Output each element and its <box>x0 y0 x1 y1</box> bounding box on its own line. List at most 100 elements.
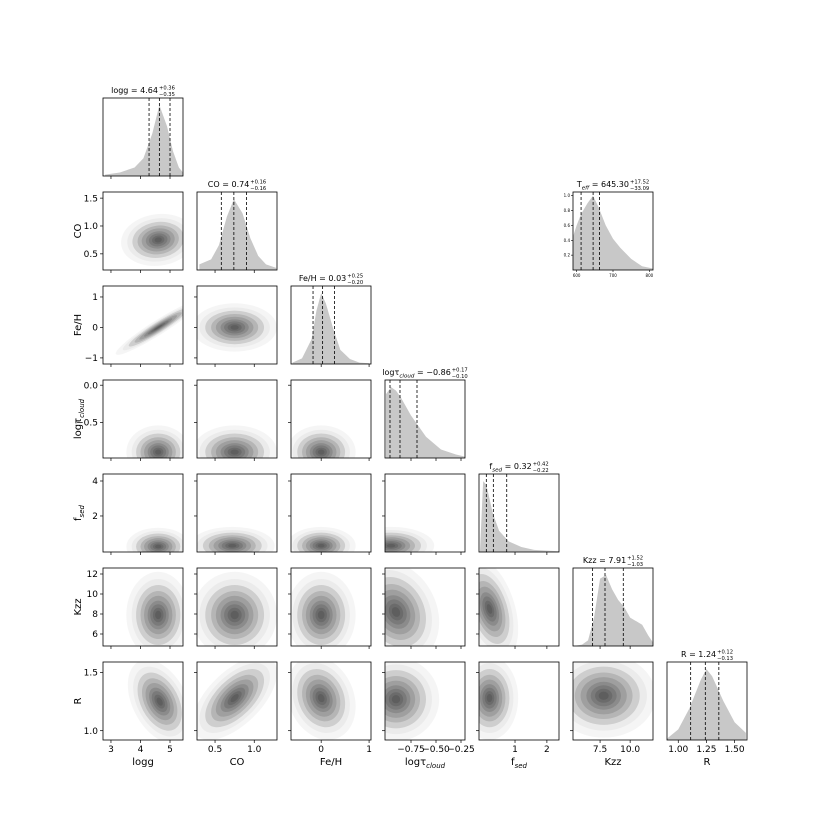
density-blob <box>127 662 183 740</box>
y-tick-label: 8 <box>92 610 98 620</box>
density-blob <box>151 691 168 713</box>
y-tick-label: 1.0 <box>564 193 571 198</box>
density-blob <box>385 583 421 640</box>
density-blob <box>479 679 503 717</box>
density-blob <box>220 600 249 630</box>
panel-title: CO = 0.74 +0.16−0.16 <box>208 179 266 191</box>
density-blob <box>228 543 237 548</box>
density-blob <box>479 580 506 637</box>
y-axis-label-sub: sed <box>78 504 86 517</box>
y-tick-label: 12 <box>87 570 98 580</box>
density-blob <box>317 449 325 455</box>
density-blob <box>145 682 174 721</box>
density-blob <box>385 529 427 552</box>
panel-frame <box>290 473 372 553</box>
title-minus: −0.35 <box>159 92 175 98</box>
density-blob <box>292 529 350 552</box>
x-tick-label: 800 <box>646 273 654 278</box>
density-blob <box>126 527 183 552</box>
title-plus: +1.52 <box>627 555 643 561</box>
density-blob <box>132 221 183 259</box>
density-blob <box>144 440 173 458</box>
title-sub: cloud <box>399 373 415 379</box>
density-blob <box>482 687 497 709</box>
y-axis-label-main: R <box>73 697 84 704</box>
panel-frame <box>572 661 654 741</box>
density-blob <box>155 610 162 620</box>
density-blob <box>151 322 166 333</box>
y-tick-label: 0.6 <box>564 223 571 228</box>
panel-frame <box>478 567 560 647</box>
panel-frame <box>384 661 466 741</box>
density-blob <box>385 569 432 646</box>
y-tick-label: 0.8 <box>564 208 571 213</box>
density-blob <box>150 445 167 458</box>
density-blob <box>484 600 495 618</box>
y-tick-label: 1.0 <box>84 222 99 232</box>
y-axis-label-main: Kzz <box>73 598 84 615</box>
density-blob <box>224 604 246 626</box>
density-blob <box>590 685 617 707</box>
x-tick-label: 10.0 <box>620 745 640 755</box>
density-blob <box>385 542 399 549</box>
panel-frame <box>290 661 372 741</box>
marginal-area <box>292 293 370 364</box>
title-plus: +0.25 <box>347 273 363 279</box>
x-axis-label-text: Fe/H <box>320 757 342 768</box>
density-blob <box>218 539 247 552</box>
y-axis-label-main: f <box>73 517 84 521</box>
density-group <box>291 425 356 458</box>
panel-title: logτcloud = −0.86 +0.17−0.10 <box>382 367 467 379</box>
density-blob <box>202 532 262 552</box>
density-blob <box>309 443 333 458</box>
x-axis-label-main: f <box>511 757 515 768</box>
y-axis-label-text: Fe/H <box>73 314 84 336</box>
density-blob <box>144 318 173 337</box>
x-tick-label: 0.5 <box>208 745 222 755</box>
y-tick-label: 0.4 <box>564 238 571 243</box>
density-blob <box>197 571 277 646</box>
density-blob <box>148 233 168 247</box>
x-axis-label-text: R <box>704 757 711 768</box>
density-blob <box>385 535 415 552</box>
title-text: Teff = 645.30 <box>576 180 629 191</box>
density-group <box>291 571 356 646</box>
density-blob <box>317 543 325 548</box>
title-plus: +0.12 <box>717 649 733 655</box>
density-blob <box>224 687 246 709</box>
title-sub: sed <box>492 467 502 473</box>
density-blob <box>225 542 240 549</box>
density-blob <box>128 308 183 347</box>
density-blob <box>154 694 165 709</box>
density-blob <box>573 662 653 738</box>
marginal-area <box>667 669 746 740</box>
density-blob <box>479 684 500 713</box>
density-blob <box>595 688 613 703</box>
density-blob <box>224 321 246 334</box>
marginal-area-group <box>573 568 653 646</box>
density-blob <box>388 692 404 707</box>
density-blob <box>385 675 420 723</box>
marginal-area-group <box>105 98 183 176</box>
panel-frame <box>290 379 372 459</box>
x-tick-label: 1 <box>512 745 518 755</box>
density-blob <box>131 530 183 552</box>
title-text: Fe/H = 0.03 <box>299 274 346 283</box>
density-blob <box>136 585 181 645</box>
y-tick-label: −0.5 <box>76 418 98 428</box>
density-blob <box>126 571 183 646</box>
panel-frame <box>102 191 184 271</box>
density-blob <box>302 437 341 458</box>
density-blob <box>385 532 421 552</box>
density-group <box>479 662 519 740</box>
density-blob <box>122 304 183 351</box>
density-group <box>197 303 277 352</box>
x-axis-label-main: logτ <box>405 757 426 768</box>
density-blob <box>215 316 254 339</box>
density-blob <box>302 591 341 639</box>
density-blob <box>154 237 162 243</box>
x-axis-label-text: CO <box>230 757 245 768</box>
title-rest: = −0.86 <box>414 368 450 377</box>
panel-frame <box>478 661 560 741</box>
